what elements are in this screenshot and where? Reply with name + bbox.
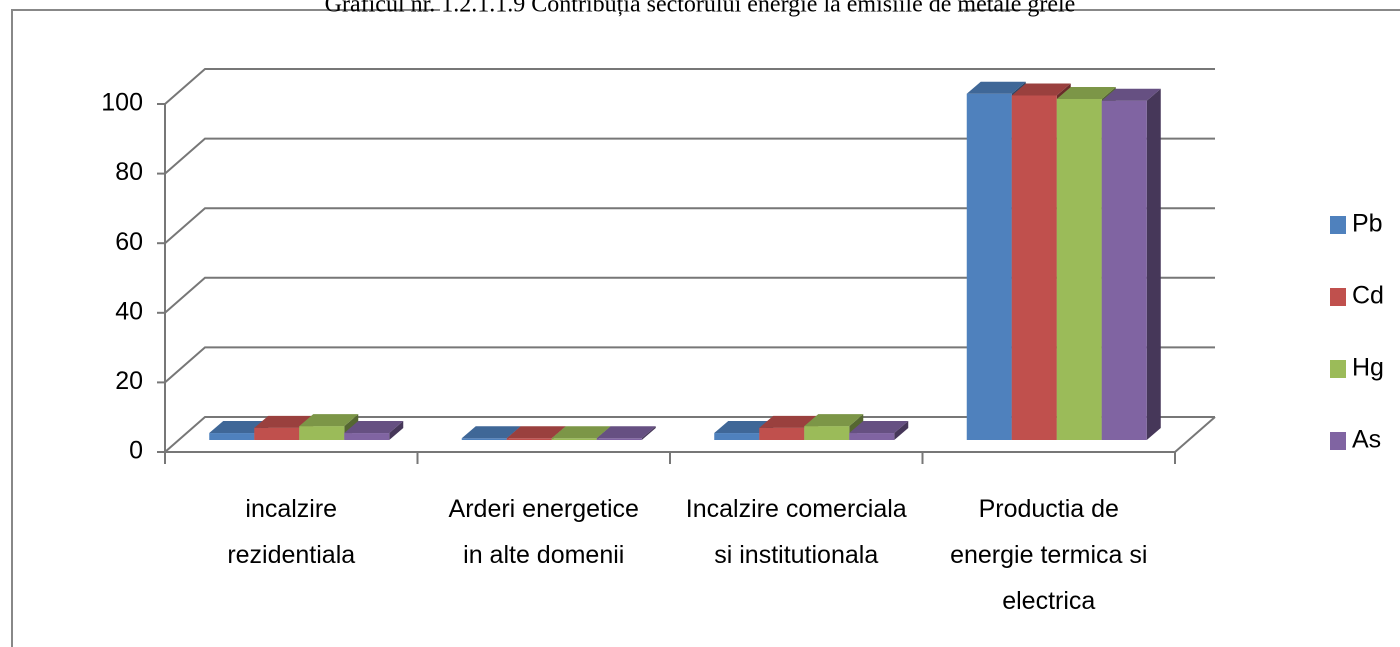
bar-side — [894, 421, 909, 440]
bar — [1056, 98, 1102, 441]
bar-top — [596, 426, 656, 439]
grid-line — [164, 416, 1215, 453]
y-tick-label: 0 — [129, 437, 143, 465]
bar-top — [551, 426, 611, 439]
bar — [344, 433, 390, 440]
bar-top — [714, 421, 774, 434]
legend-swatch — [1330, 432, 1346, 450]
legend-label: Cd — [1352, 282, 1384, 310]
x-tick-label: incalzire rezidentiala — [227, 495, 355, 569]
bar-top — [506, 426, 566, 439]
legend-swatch — [1330, 216, 1346, 234]
bar — [506, 438, 552, 440]
bar — [299, 426, 345, 440]
bar-top — [804, 414, 864, 427]
grid-line — [164, 207, 1215, 244]
bar-top — [966, 81, 1026, 94]
bar-top — [344, 421, 404, 434]
bar-top — [461, 426, 521, 439]
title-backdrop — [440, 0, 960, 16]
bar-side — [389, 421, 404, 440]
bar — [966, 93, 1012, 441]
x-tick-label: Incalzire comerciala si institutionala — [686, 495, 907, 569]
x-tick-label: Productia de energie termica si electrica — [950, 495, 1147, 615]
bar — [849, 433, 895, 440]
bar-side — [1146, 88, 1161, 440]
bar-top — [254, 415, 314, 428]
bar — [759, 427, 805, 440]
grid-line — [164, 137, 1215, 175]
bar — [804, 426, 850, 440]
legend-label: Hg — [1352, 354, 1384, 382]
grid-line — [164, 68, 1215, 105]
y-tick-label: 40 — [115, 297, 143, 325]
bar — [714, 433, 760, 440]
y-tick-label: 80 — [115, 158, 143, 186]
y-tick-label: 100 — [101, 89, 143, 117]
chart-border — [11, 9, 1400, 647]
bar-side — [641, 426, 656, 440]
y-tick-label: 20 — [115, 367, 143, 395]
bar — [461, 438, 507, 440]
bar-top — [1101, 88, 1161, 101]
y-tick-label: 60 — [115, 228, 143, 256]
legend-label: As — [1352, 426, 1381, 454]
bar-top — [1056, 86, 1116, 99]
legend-swatch — [1330, 288, 1346, 306]
bar-top — [299, 414, 359, 427]
bar-top — [759, 415, 819, 428]
bar — [596, 438, 642, 440]
legend-label: Pb — [1352, 210, 1383, 238]
bar-top — [209, 421, 269, 434]
bar — [551, 438, 597, 440]
bar-top — [849, 421, 909, 434]
bar-top — [1011, 83, 1071, 96]
grid-line — [164, 276, 1215, 314]
legend-swatch — [1330, 360, 1346, 378]
bar — [1011, 95, 1057, 440]
chart-title: Graficul nr. 1.2.1.1.9 Contribuția secto… — [325, 0, 1076, 18]
bar — [254, 427, 300, 440]
bar — [209, 433, 255, 440]
x-tick-label: Arderi energetice in alte domenii — [449, 495, 639, 569]
grid-line — [164, 346, 1215, 384]
bar — [1101, 100, 1147, 440]
